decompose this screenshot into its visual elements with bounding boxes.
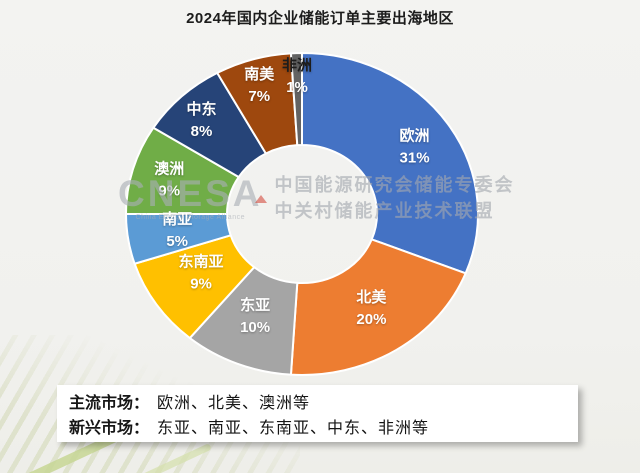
donut-slice xyxy=(301,52,479,275)
slice-label: 澳洲 9% xyxy=(154,159,184,199)
slice-label: 非洲 1% xyxy=(282,56,312,96)
emerging-markets-list: 东亚、南亚、东南亚、中东、非洲等 xyxy=(157,420,430,438)
mainstream-markets-list: 欧洲、北美、澳洲等 xyxy=(157,394,311,412)
slice-label: 东南亚 9% xyxy=(179,253,224,293)
slice-label: 东亚 10% xyxy=(240,296,270,336)
slice-label: 中东 8% xyxy=(186,100,216,140)
market-summary-panel: 主流市场： 欧洲、北美、澳洲等 新兴市场： 东亚、南亚、东南亚、中东、非洲等 xyxy=(57,385,578,442)
emerging-markets-row: 新兴市场： 东亚、南亚、东南亚、中东、非洲等 xyxy=(69,414,578,438)
emerging-markets-label: 新兴市场： xyxy=(69,420,150,438)
slice-label: 南亚 5% xyxy=(162,210,192,250)
slice-label: 欧洲 31% xyxy=(400,126,430,166)
donut-slice xyxy=(289,52,303,147)
slice-label: 北美 20% xyxy=(356,288,387,328)
chart-title: 2024年国内企业储能订单主要出海地区 xyxy=(186,10,454,27)
slice-label: 南美 7% xyxy=(244,65,275,105)
mainstream-markets-row: 主流市场： 欧洲、北美、澳洲等 xyxy=(69,389,578,413)
mainstream-markets-label: 主流市场： xyxy=(69,394,150,412)
donut-slice xyxy=(289,238,467,376)
